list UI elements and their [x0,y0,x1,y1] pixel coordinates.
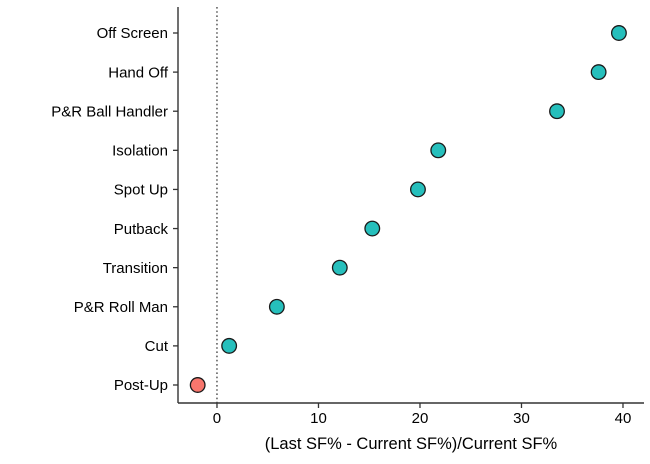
x-tick-label-30: 30 [513,410,530,427]
category-label-p-r-ball-handler: P&R Ball Handler [51,103,168,120]
tick-layer [173,32,624,408]
data-point-off-screen [610,25,627,41]
points-layer [189,25,627,393]
data-point-p-r-roll-man [268,298,285,315]
data-point-spot-up [410,181,426,198]
category-label-transition: Transition [103,260,168,277]
data-point-p-r-ball-handler [549,103,565,120]
x-tick-label-0: 0 [213,410,221,427]
data-point-transition [331,259,348,276]
x-tick-label-10: 10 [310,410,327,427]
data-point-post-up [189,377,206,393]
category-label-cut: Cut [145,338,169,355]
category-label-hand-off: Hand Off [108,64,169,81]
data-point-putback [364,220,381,237]
data-point-hand-off [590,64,607,81]
label-layer: Off Screen Hand Off P&R Ball Handler Isolat… [51,25,631,427]
x-tick-label-40: 40 [615,410,632,427]
category-label-off-screen: Off Screen [97,25,168,42]
axes-layer [177,7,644,404]
category-label-spot-up: Spot Up [114,182,168,199]
category-label-post-up: Post-Up [114,377,168,394]
x-axis-title: (Last SF% - Current SF%)/Current SF% [265,435,558,453]
x-tick-label-20: 20 [412,410,429,427]
data-point-cut [221,337,238,354]
category-label-p-r-roll-man: P&R Roll Man [74,299,168,316]
category-label-putback: Putback [114,221,169,238]
category-label-isolation: Isolation [112,143,168,160]
data-point-isolation [430,142,447,159]
